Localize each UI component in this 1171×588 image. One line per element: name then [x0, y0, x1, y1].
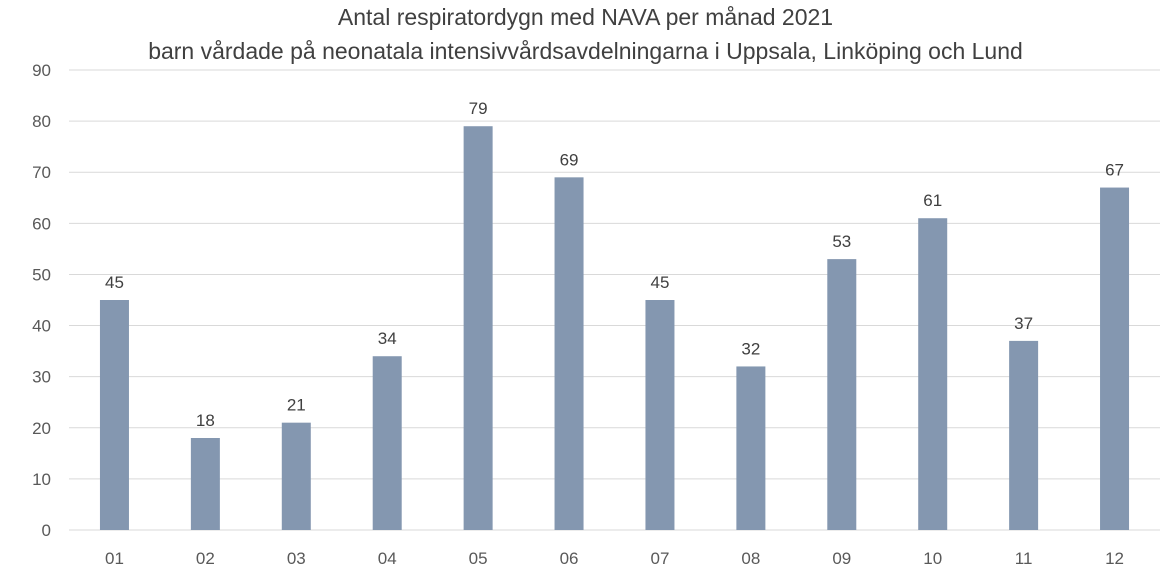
- bar: [645, 300, 675, 530]
- data-label: 18: [196, 411, 215, 430]
- data-label: 69: [560, 150, 579, 169]
- x-tick-label: 05: [469, 549, 488, 568]
- y-tick-label: 10: [32, 470, 51, 489]
- data-label: 37: [1014, 314, 1033, 333]
- bar: [918, 218, 948, 530]
- y-tick-label: 20: [32, 419, 51, 438]
- bar: [281, 422, 311, 530]
- x-tick-label: 03: [287, 549, 306, 568]
- bar: [372, 356, 402, 530]
- x-tick-label: 10: [923, 549, 942, 568]
- data-label: 32: [741, 339, 760, 358]
- y-tick-label: 50: [32, 265, 51, 284]
- x-tick-label: 07: [650, 549, 669, 568]
- data-label: 45: [105, 273, 124, 292]
- data-label: 21: [287, 396, 306, 415]
- y-tick-label: 30: [32, 368, 51, 387]
- x-tick-label: 09: [832, 549, 851, 568]
- bar: [1100, 187, 1130, 531]
- chart-subtitle: barn vårdade på neonatala intensivvårdsa…: [148, 38, 1023, 64]
- data-label: 53: [832, 232, 851, 251]
- y-tick-label: 90: [32, 61, 51, 80]
- x-tick-label: 02: [196, 549, 215, 568]
- data-label: 45: [650, 273, 669, 292]
- y-tick-label: 60: [32, 214, 51, 233]
- x-tick-label: 04: [378, 549, 397, 568]
- x-tick-label: 06: [560, 549, 579, 568]
- y-tick-label: 70: [32, 163, 51, 182]
- chart-title: Antal respiratordygn med NAVA per månad …: [337, 4, 834, 30]
- data-label: 67: [1105, 161, 1124, 180]
- bar: [463, 126, 493, 530]
- data-label: 61: [923, 191, 942, 210]
- x-tick-label: 01: [105, 549, 124, 568]
- bar: [736, 366, 766, 530]
- x-tick-label: 11: [1015, 549, 1033, 568]
- x-tick-label: 12: [1105, 549, 1124, 568]
- bar: [827, 259, 857, 530]
- bar: [190, 438, 220, 530]
- x-tick-label: 08: [741, 549, 760, 568]
- bar: [554, 177, 584, 531]
- y-tick-label: 80: [32, 112, 51, 131]
- data-label: 79: [469, 99, 488, 118]
- data-label: 34: [378, 329, 397, 348]
- bar: [99, 300, 129, 530]
- bar: [1009, 340, 1039, 530]
- y-tick-label: 0: [42, 521, 51, 540]
- y-tick-label: 40: [32, 317, 51, 336]
